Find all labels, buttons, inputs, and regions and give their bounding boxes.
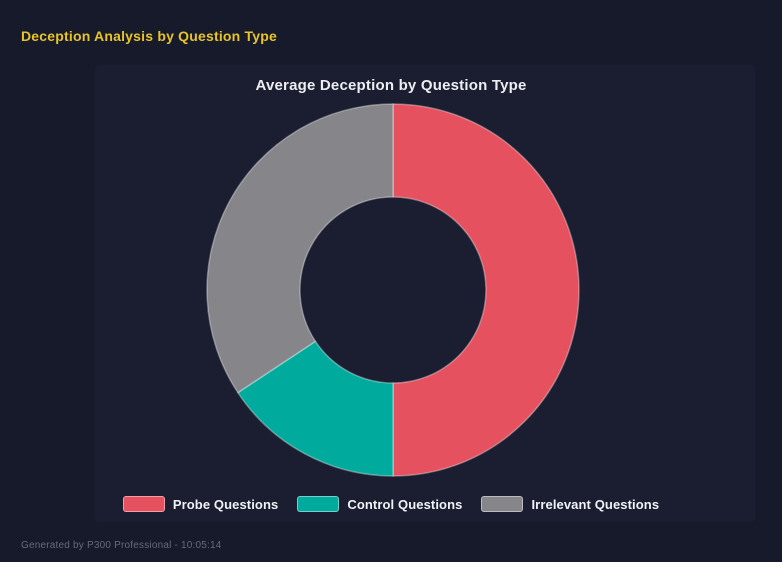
legend-label-irrelevant: Irrelevant Questions: [531, 496, 660, 512]
legend-item-irrelevant-questions[interactable]: Irrelevant Questions: [481, 496, 659, 512]
donut-chart[interactable]: [203, 100, 583, 480]
donut-segment-irrelevant-questions[interactable]: [206, 103, 394, 394]
legend-swatch-irrelevant-icon: [481, 496, 524, 512]
chart-legend: Probe Questions Control Questions Irrele…: [0, 496, 782, 512]
legend-item-probe-questions[interactable]: Probe Questions: [122, 496, 279, 512]
legend-label-control: Control Questions: [347, 496, 463, 512]
legend-swatch-probe-icon: [122, 496, 165, 512]
legend-item-control-questions[interactable]: Control Questions: [297, 496, 462, 512]
donut-chart-svg[interactable]: [203, 100, 583, 480]
legend-swatch-control-icon: [297, 496, 340, 512]
chart-title: Average Deception by Question Type: [255, 77, 527, 94]
donut-segment-probe-questions[interactable]: [392, 103, 580, 477]
donut-segment-control-questions[interactable]: [237, 340, 394, 477]
page-title: Deception Analysis by Question Type: [21, 28, 277, 44]
legend-label-probe: Probe Questions: [172, 496, 279, 512]
footer-note: Generated by P300 Professional - 10:05:1…: [21, 540, 222, 551]
